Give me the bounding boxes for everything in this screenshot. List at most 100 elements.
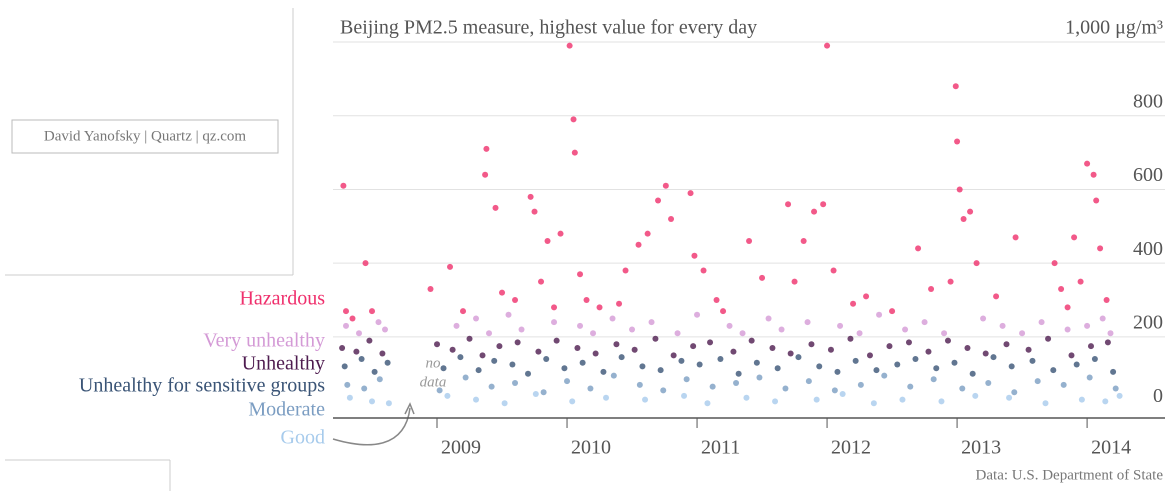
point bbox=[577, 271, 584, 278]
point bbox=[733, 379, 740, 386]
point bbox=[834, 368, 841, 375]
point bbox=[873, 367, 880, 374]
point bbox=[969, 370, 976, 377]
point bbox=[475, 367, 482, 374]
point bbox=[340, 182, 347, 189]
point bbox=[894, 361, 901, 368]
point bbox=[436, 387, 443, 394]
point bbox=[954, 138, 961, 145]
point bbox=[483, 145, 490, 152]
point bbox=[831, 387, 838, 394]
point bbox=[785, 201, 792, 208]
point bbox=[691, 252, 698, 259]
point bbox=[999, 322, 1006, 329]
point bbox=[730, 348, 737, 355]
point bbox=[683, 376, 690, 383]
point bbox=[839, 391, 846, 398]
point bbox=[1045, 335, 1052, 342]
point bbox=[726, 322, 733, 329]
point bbox=[1107, 330, 1114, 337]
point bbox=[713, 297, 720, 304]
point bbox=[1116, 392, 1123, 399]
point bbox=[956, 186, 963, 193]
point bbox=[746, 238, 753, 245]
point bbox=[618, 354, 625, 361]
point bbox=[631, 346, 638, 353]
point bbox=[886, 343, 893, 350]
point bbox=[1078, 396, 1085, 403]
point bbox=[795, 354, 802, 361]
point bbox=[583, 297, 590, 304]
point bbox=[343, 322, 350, 329]
legend-label: Unhealthy bbox=[242, 353, 325, 375]
point bbox=[344, 381, 351, 388]
point bbox=[371, 368, 378, 375]
point bbox=[501, 400, 508, 407]
point bbox=[1097, 245, 1104, 252]
point bbox=[600, 368, 607, 375]
point bbox=[1011, 389, 1018, 396]
point bbox=[376, 376, 383, 383]
point bbox=[362, 260, 369, 267]
point bbox=[343, 308, 350, 315]
point bbox=[570, 116, 577, 123]
point bbox=[366, 337, 373, 344]
point bbox=[947, 278, 954, 285]
point bbox=[787, 350, 794, 357]
point bbox=[648, 319, 655, 326]
point bbox=[1084, 322, 1091, 329]
point bbox=[571, 149, 578, 156]
point bbox=[473, 315, 480, 322]
point bbox=[427, 285, 434, 292]
y-tick-label: 1,000 μg/m³ bbox=[1065, 17, 1163, 39]
point bbox=[1093, 197, 1100, 204]
point bbox=[440, 365, 447, 372]
point bbox=[339, 344, 346, 351]
point bbox=[972, 392, 979, 399]
point bbox=[1104, 339, 1111, 346]
point bbox=[662, 182, 669, 189]
point bbox=[912, 356, 919, 363]
point bbox=[720, 308, 727, 315]
point bbox=[660, 387, 667, 394]
point bbox=[952, 83, 959, 90]
point bbox=[488, 383, 495, 390]
point bbox=[1086, 374, 1093, 381]
point bbox=[863, 293, 870, 300]
point bbox=[369, 308, 376, 315]
point bbox=[603, 394, 610, 401]
point bbox=[574, 344, 581, 351]
point bbox=[505, 311, 512, 318]
point bbox=[870, 400, 877, 407]
point bbox=[915, 245, 922, 252]
point bbox=[466, 335, 473, 342]
point bbox=[847, 335, 854, 342]
point bbox=[748, 337, 755, 344]
point bbox=[753, 359, 760, 366]
point bbox=[735, 370, 742, 377]
point bbox=[482, 171, 489, 178]
point bbox=[385, 400, 392, 407]
chart-title: Beijing PM2.5 measure, highest value for… bbox=[340, 17, 757, 39]
point bbox=[707, 339, 714, 346]
point bbox=[782, 385, 789, 392]
legend-label: Moderate bbox=[248, 399, 325, 421]
point bbox=[587, 385, 594, 392]
point bbox=[543, 356, 550, 363]
point bbox=[622, 267, 629, 274]
point bbox=[596, 304, 603, 311]
point bbox=[629, 326, 636, 333]
point bbox=[690, 343, 697, 350]
point bbox=[1099, 315, 1106, 322]
point bbox=[876, 311, 883, 318]
point bbox=[579, 359, 586, 366]
point bbox=[772, 398, 779, 405]
point bbox=[613, 341, 620, 348]
point bbox=[973, 260, 980, 267]
y-tick-label: 600 bbox=[1133, 164, 1163, 186]
point bbox=[453, 322, 460, 329]
point bbox=[1087, 343, 1094, 350]
point bbox=[951, 359, 958, 366]
point bbox=[499, 289, 506, 296]
